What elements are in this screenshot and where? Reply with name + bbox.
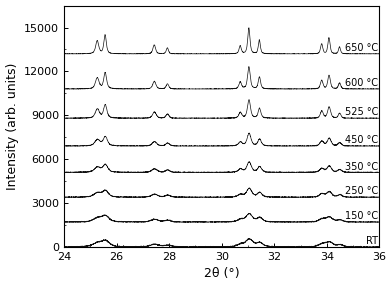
Text: 350 °C: 350 °C [345,162,378,172]
Text: 650 °C: 650 °C [345,43,378,53]
X-axis label: 2θ (°): 2θ (°) [204,267,240,281]
Text: 600 °C: 600 °C [345,78,378,88]
Y-axis label: Intensity (arb. units): Intensity (arb. units) [5,63,18,190]
Text: 525 °C: 525 °C [345,107,378,117]
Text: 250 °C: 250 °C [345,186,378,196]
Text: 150 °C: 150 °C [345,211,378,221]
Text: RT: RT [366,236,378,246]
Text: 450 °C: 450 °C [345,135,378,145]
